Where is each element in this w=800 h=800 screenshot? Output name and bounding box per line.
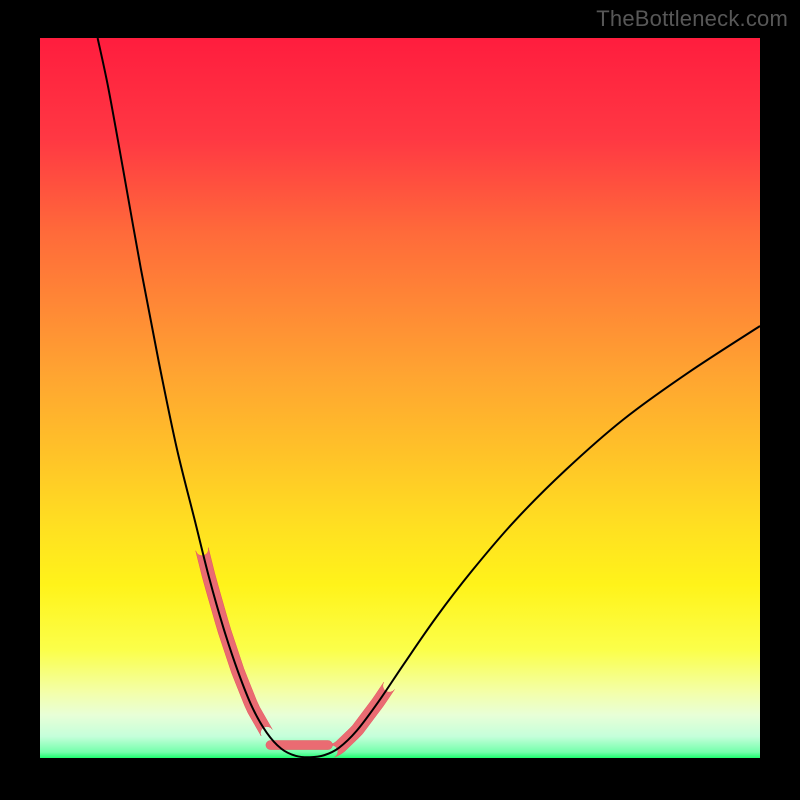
marker-zone-left [196, 548, 273, 736]
plot-area [40, 38, 760, 758]
bottleneck-curve [98, 38, 760, 757]
watermark-text: TheBottleneck.com [596, 6, 788, 32]
marker-zone-layer [196, 548, 395, 758]
chart-overlay [40, 38, 760, 758]
chart-container: TheBottleneck.com [0, 0, 800, 800]
